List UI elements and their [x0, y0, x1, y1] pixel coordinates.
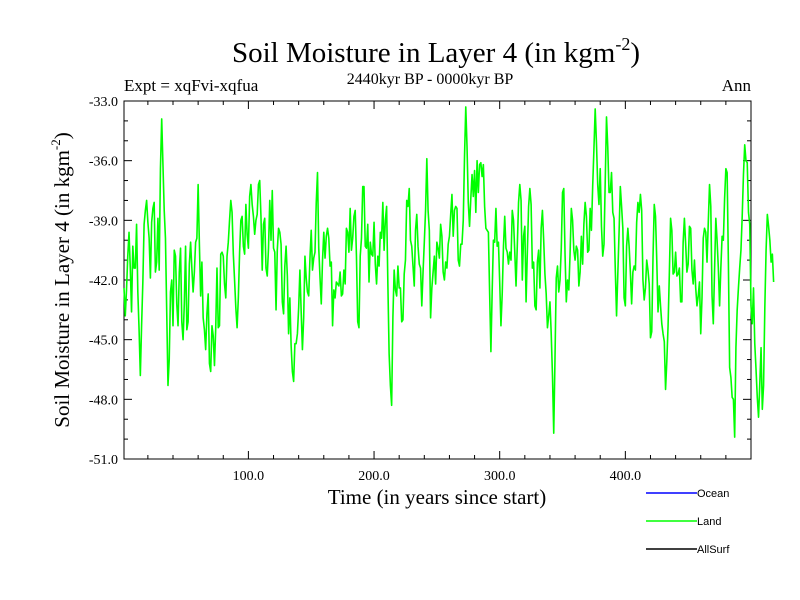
subtitle: 2440kyr BP - 0000kyr BP	[347, 71, 514, 88]
y-axis-label: Soil Moisture in Layer 4 (in kgm-2)	[48, 132, 74, 427]
season-label: Ann	[722, 76, 752, 95]
y-tick-label: -33.0	[89, 95, 118, 110]
x-tick-label: 200.0	[358, 469, 390, 484]
legend-label-land: Land	[697, 516, 721, 528]
y-tick-label: -39.0	[89, 214, 118, 229]
chart-title-text: Soil Moisture in Layer 4 (in kgm	[232, 37, 616, 69]
experiment-label: Expt = xqFvi-xqfua	[124, 76, 259, 95]
legend: Ocean Land AllSurf	[646, 488, 730, 556]
chart-title: Soil Moisture in Layer 4 (in kgm-2)	[232, 34, 640, 69]
x-tick-label: 100.0	[233, 469, 265, 484]
legend-label-allsurf: AllSurf	[697, 544, 730, 556]
y-axis-label-superscript: -2	[48, 139, 63, 150]
x-axis-label: Time (in years since start)	[328, 485, 547, 509]
x-tick-label: 400.0	[610, 469, 642, 484]
y-axis-label-close: )	[50, 132, 74, 139]
y-tick-label: -36.0	[89, 155, 118, 170]
x-axis: 100.0 200.0 300.0 400.0	[147, 101, 727, 484]
y-axis: -33.0 -36.0 -39.0 -42.0 -45.0 -48.0 -51.0	[89, 95, 751, 468]
chart-title-superscript: -2	[615, 34, 630, 54]
chart-title-close: )	[630, 37, 640, 69]
x-tick-label: 300.0	[484, 469, 516, 484]
series-line-land	[123, 106, 775, 438]
y-tick-label: -48.0	[89, 393, 118, 408]
y-tick-label: -45.0	[89, 334, 118, 349]
y-axis-label-text: Soil Moisture in Layer 4 (in kgm	[50, 150, 74, 428]
y-tick-label: -51.0	[89, 453, 118, 468]
legend-label-ocean: Ocean	[697, 488, 729, 500]
y-tick-label: -42.0	[89, 274, 118, 289]
